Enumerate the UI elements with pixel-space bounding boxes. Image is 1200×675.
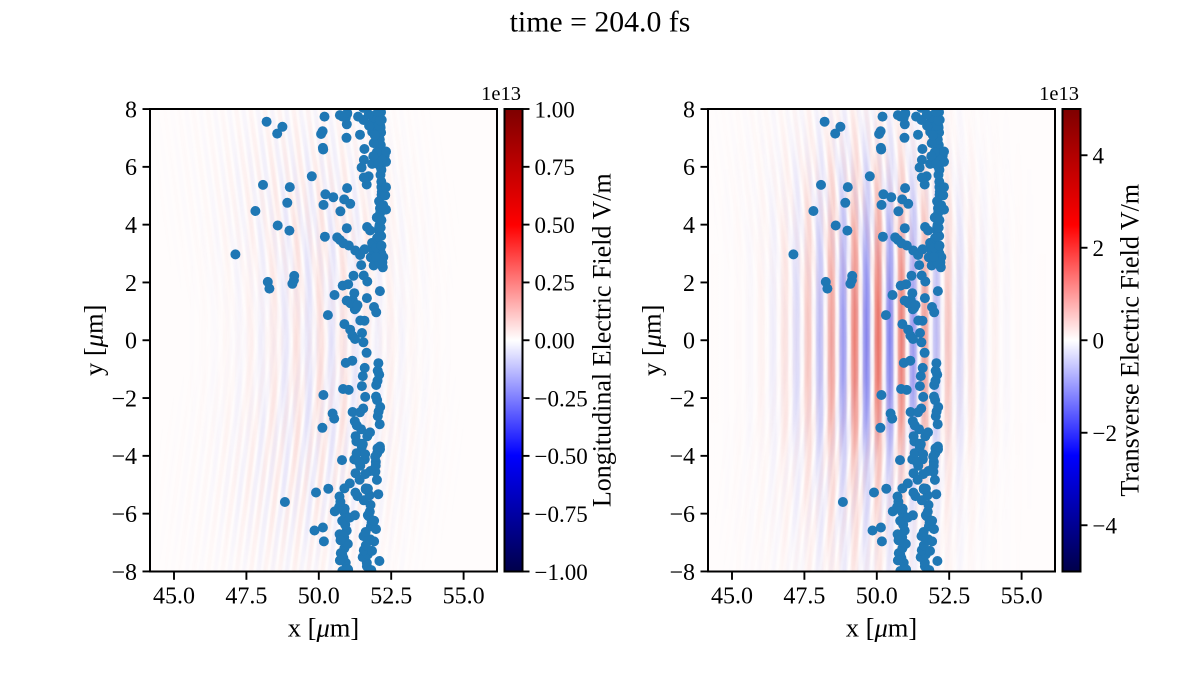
svg-text:−0.25: −0.25 <box>535 386 588 411</box>
svg-text:−2: −2 <box>669 386 695 412</box>
svg-text:6: 6 <box>683 155 695 181</box>
svg-text:−2: −2 <box>1093 421 1117 446</box>
svg-text:y [μm]: y [μm] <box>79 305 109 376</box>
svg-text:−0.75: −0.75 <box>535 502 588 527</box>
svg-text:−8: −8 <box>669 560 695 586</box>
svg-text:47.5: 47.5 <box>783 584 825 610</box>
svg-text:−4: −4 <box>669 444 695 470</box>
svg-text:45.0: 45.0 <box>153 584 195 610</box>
svg-text:−4: −4 <box>1093 514 1118 539</box>
svg-text:Longitudinal Electric Field V/: Longitudinal Electric Field V/m <box>588 173 617 507</box>
svg-text:55.0: 55.0 <box>443 584 485 610</box>
svg-text:47.5: 47.5 <box>225 584 267 610</box>
svg-text:50.0: 50.0 <box>298 584 340 610</box>
svg-text:1.00: 1.00 <box>535 97 575 122</box>
svg-text:−0.50: −0.50 <box>535 444 588 469</box>
svg-text:−8: −8 <box>111 560 137 586</box>
svg-text:4: 4 <box>683 213 695 239</box>
svg-text:52.5: 52.5 <box>370 584 412 610</box>
svg-text:2: 2 <box>125 271 137 297</box>
svg-text:4: 4 <box>1093 144 1105 169</box>
svg-text:55.0: 55.0 <box>1001 584 1043 610</box>
svg-text:50.0: 50.0 <box>856 584 898 610</box>
svg-text:8: 8 <box>125 97 137 123</box>
svg-text:0.75: 0.75 <box>535 155 575 180</box>
svg-text:Transverse Electric Field V/m: Transverse Electric Field V/m <box>1116 184 1145 497</box>
svg-text:0.25: 0.25 <box>535 271 575 296</box>
svg-text:45.0: 45.0 <box>711 584 753 610</box>
svg-text:−6: −6 <box>111 502 137 528</box>
svg-text:0: 0 <box>1093 329 1105 354</box>
svg-text:0: 0 <box>683 329 695 355</box>
svg-text:0.50: 0.50 <box>535 213 575 238</box>
svg-text:2: 2 <box>1093 236 1105 261</box>
svg-text:y [μm]: y [μm] <box>637 305 667 376</box>
svg-text:x [μm]: x [μm] <box>846 613 917 643</box>
svg-text:2: 2 <box>683 271 695 297</box>
svg-text:1e13: 1e13 <box>1039 83 1079 105</box>
svg-text:x [μm]: x [μm] <box>288 613 359 643</box>
svg-text:1e13: 1e13 <box>481 83 521 105</box>
svg-text:−1.00: −1.00 <box>535 560 588 585</box>
svg-text:4: 4 <box>125 213 137 239</box>
svg-text:−6: −6 <box>669 502 695 528</box>
svg-text:8: 8 <box>683 97 695 123</box>
svg-text:6: 6 <box>125 155 137 181</box>
svg-text:0.00: 0.00 <box>535 329 575 354</box>
svg-text:−2: −2 <box>111 386 137 412</box>
svg-text:time = 204.0 fs: time = 204.0 fs <box>510 6 691 39</box>
svg-text:−4: −4 <box>111 444 137 470</box>
svg-text:52.5: 52.5 <box>928 584 970 610</box>
svg-text:0: 0 <box>125 329 137 355</box>
